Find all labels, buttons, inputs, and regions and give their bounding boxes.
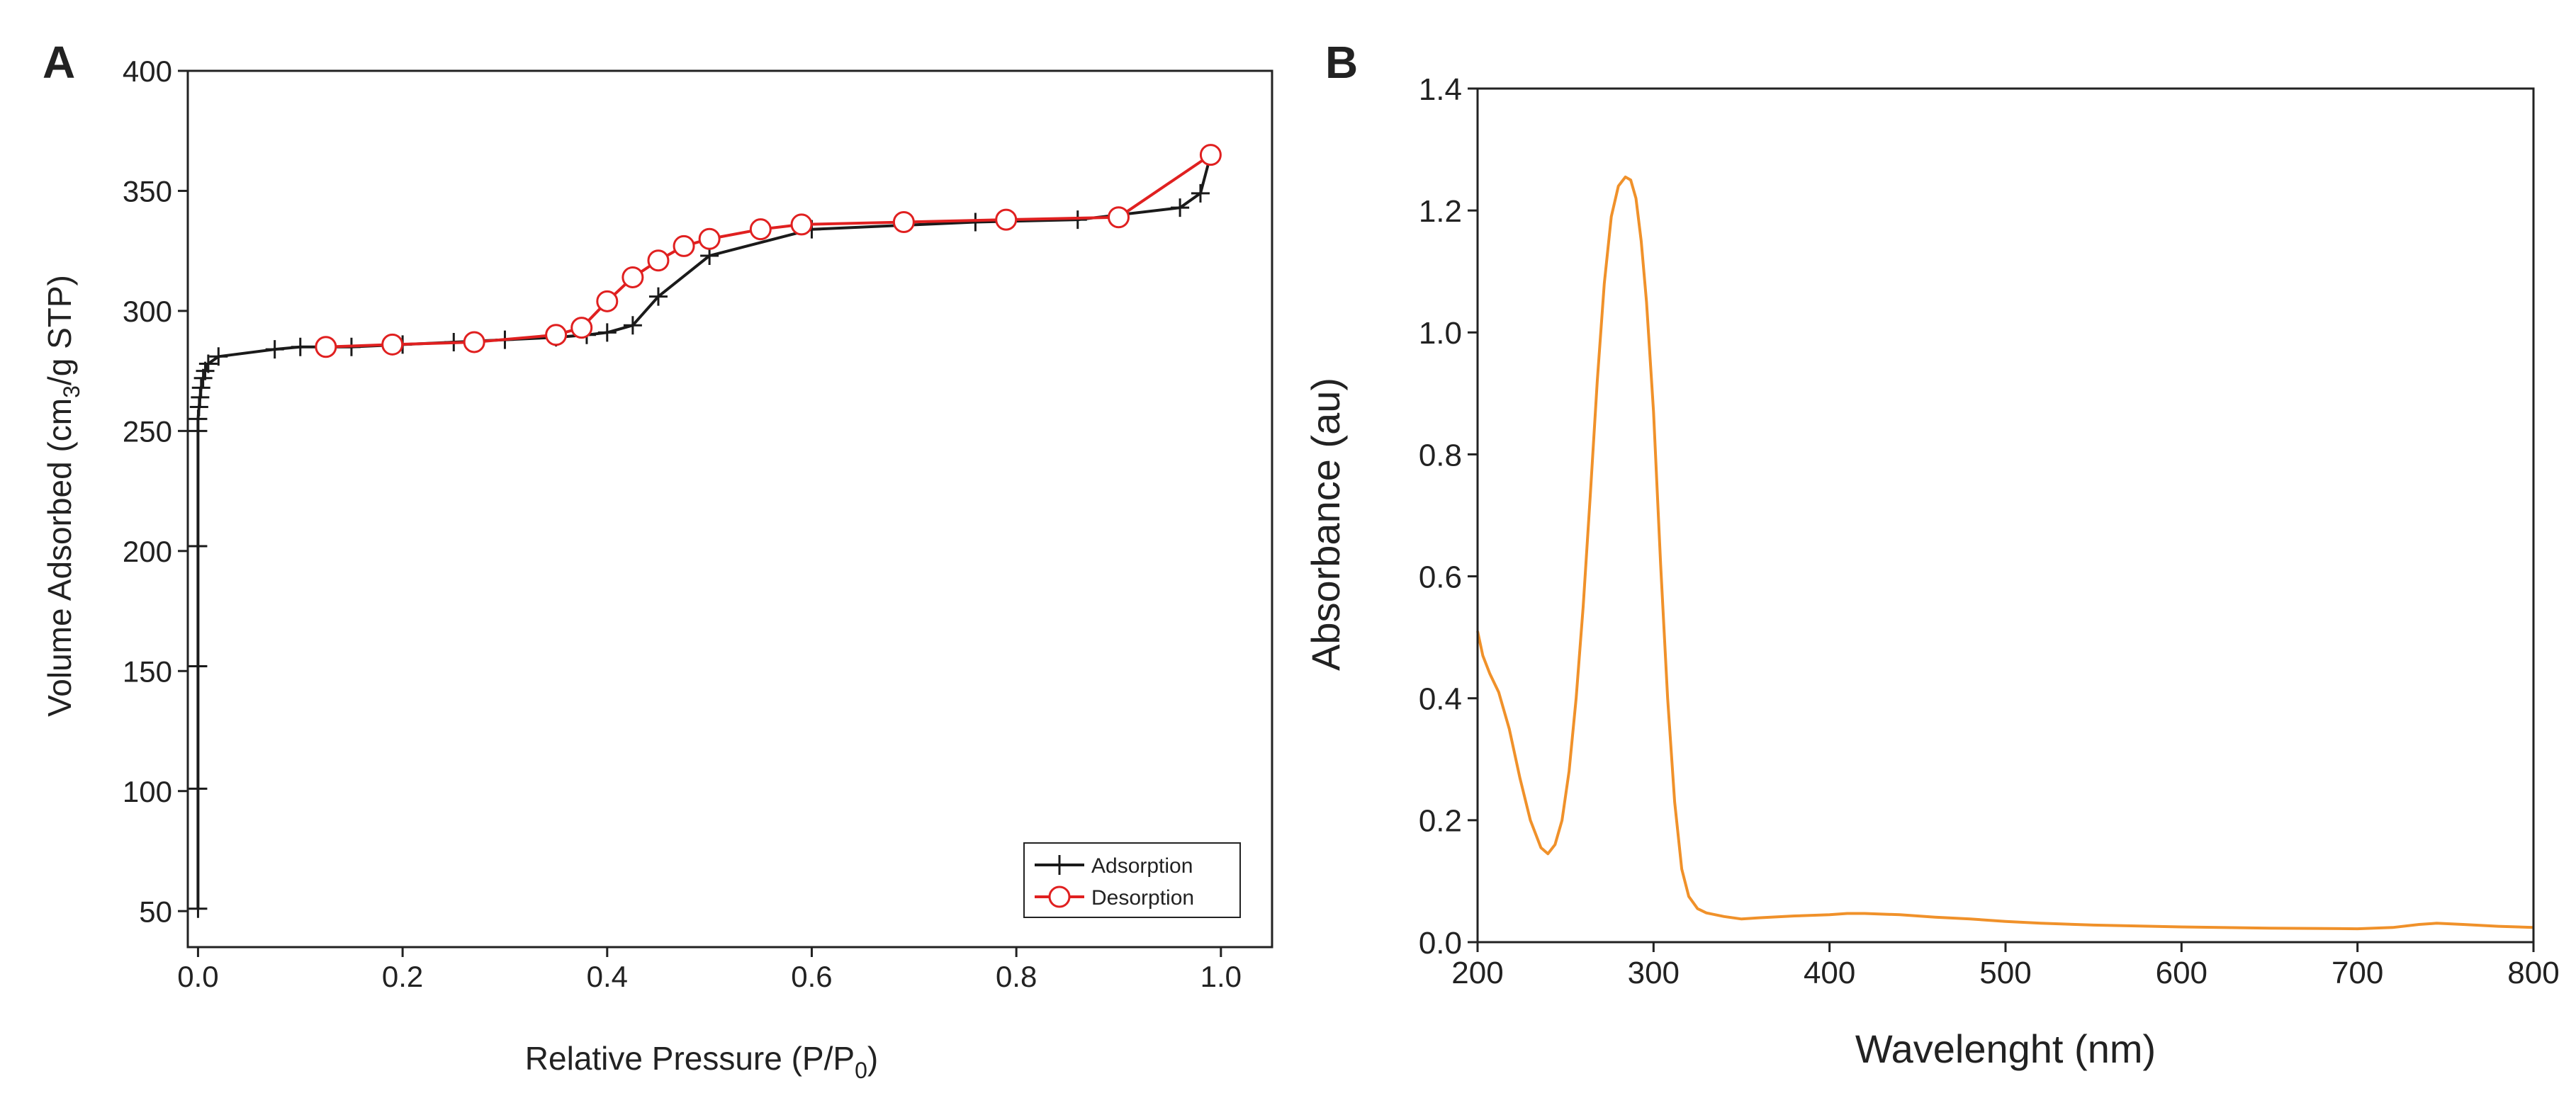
desorption-data-point bbox=[647, 249, 670, 272]
adsorption-series-line bbox=[196, 154, 1213, 909]
y-tick-label: 250 bbox=[123, 414, 172, 448]
x-tick-label: 200 bbox=[1451, 956, 1503, 990]
desorption-data-point bbox=[315, 336, 337, 358]
desorption-data-point bbox=[545, 324, 568, 346]
legend-desorption-label: Desorption bbox=[1091, 886, 1194, 910]
panel-b-series bbox=[1476, 175, 2534, 931]
y-tick-label: 1.4 bbox=[1419, 72, 1462, 107]
adsorption-data-point bbox=[1171, 198, 1190, 217]
adsorption-data-point bbox=[648, 287, 668, 306]
y-tick-label: 0.2 bbox=[1419, 804, 1462, 839]
legend-item-adsorption: Adsorption bbox=[1035, 854, 1193, 878]
y-tick-label: 0.6 bbox=[1419, 560, 1462, 594]
panel-a-legend: Adsorption Desorption bbox=[1023, 842, 1241, 918]
legend-desorption-circle-marker bbox=[1048, 885, 1071, 908]
x-tick-label: 800 bbox=[2507, 956, 2559, 990]
y-tick-label: 0.4 bbox=[1419, 682, 1462, 717]
desorption-data-point bbox=[596, 290, 619, 312]
desorption-data-point bbox=[570, 317, 593, 339]
panel-b-x-axis: 200 300 400 500 600 700 800 bbox=[1451, 942, 2560, 990]
panel-a-y-axis: 50 100 150 200 250 300 350 400 bbox=[123, 55, 188, 928]
desorption-data-point bbox=[1107, 206, 1130, 229]
x-tick-label: 300 bbox=[1628, 956, 1680, 990]
y-tick-label: 400 bbox=[123, 55, 172, 88]
desorption-data-point bbox=[621, 266, 644, 288]
panel-b-y-axis: 0.0 0.2 0.4 0.6 0.8 1.0 1.2 1.4 bbox=[1419, 72, 1478, 961]
panel-a-x-axis-title: Relative Pressure (P/P0) bbox=[525, 1040, 878, 1083]
adsorption-data-point bbox=[198, 354, 218, 373]
desorption-series-line bbox=[325, 153, 1212, 349]
panel-a-y-axis-title: Volume Adsorbed (cm3/g STP) bbox=[41, 275, 84, 717]
panel-a-series bbox=[189, 144, 1222, 918]
legend-item-desorption: Desorption bbox=[1035, 885, 1194, 910]
y-tick-label: 1.2 bbox=[1419, 194, 1462, 229]
panel-a-plot-frame bbox=[186, 69, 1273, 949]
x-tick-label: 600 bbox=[2156, 956, 2207, 990]
adsorption-data-point bbox=[1191, 183, 1210, 203]
x-tick-label: 0.0 bbox=[177, 960, 218, 993]
panel-a-letter: A bbox=[43, 37, 75, 88]
adsorption-data-point bbox=[291, 337, 310, 356]
x-tick-label: 700 bbox=[2332, 956, 2383, 990]
desorption-data-point bbox=[673, 234, 695, 257]
y-tick-label: 350 bbox=[123, 175, 172, 208]
y-tick-label: 150 bbox=[123, 655, 172, 688]
y-tick-label: 300 bbox=[123, 295, 172, 328]
desorption-data-point bbox=[1199, 144, 1222, 166]
adsorption-data-point bbox=[623, 316, 642, 335]
panel-b-x-axis-title: Wavelenght (nm) bbox=[1855, 1026, 2156, 1071]
adsorption-data-point bbox=[191, 378, 210, 397]
x-tick-label: 1.0 bbox=[1200, 960, 1242, 993]
x-tick-label: 0.2 bbox=[382, 960, 423, 993]
x-tick-label: 0.6 bbox=[791, 960, 832, 993]
adsorption-data-point bbox=[265, 340, 284, 359]
adsorption-data-point bbox=[193, 368, 213, 387]
adsorption-data-point bbox=[189, 657, 208, 676]
desorption-data-point bbox=[381, 333, 404, 356]
y-tick-label: 0.8 bbox=[1419, 438, 1462, 472]
y-tick-label: 100 bbox=[123, 775, 172, 808]
panel-b-uv-vis-spectrum: B 200 300 400 500 600 700 800 0.0 0.2 0.4 0.6 0.8 1… bbox=[1303, 37, 2560, 1071]
legend-adsorption-label: Adsorption bbox=[1091, 854, 1193, 878]
x-tick-label: 500 bbox=[1979, 956, 2031, 990]
y-tick-label: 1.0 bbox=[1419, 316, 1462, 351]
panel-a-x-axis: 0.0 0.2 0.4 0.6 0.8 1.0 bbox=[177, 947, 1242, 993]
x-tick-label: 0.4 bbox=[587, 960, 628, 993]
desorption-data-point bbox=[790, 213, 813, 236]
adsorption-data-point bbox=[966, 213, 985, 232]
adsorption-data-point bbox=[196, 361, 215, 380]
desorption-data-point bbox=[892, 211, 915, 234]
x-tick-label: 0.8 bbox=[996, 960, 1037, 993]
panel-b-plot-frame bbox=[1476, 87, 2535, 944]
adsorption-data-point bbox=[597, 323, 617, 342]
adsorption-data-point bbox=[189, 899, 208, 918]
y-tick-label: 200 bbox=[123, 535, 172, 568]
x-tick-label: 400 bbox=[1804, 956, 1855, 990]
legend-adsorption-plus-marker bbox=[1050, 855, 1069, 875]
panel-b-y-axis-title: Absorbance (au) bbox=[1303, 378, 1348, 671]
adsorption-data-point bbox=[209, 347, 228, 366]
panel-b-letter: B bbox=[1325, 37, 1358, 88]
desorption-data-point bbox=[995, 208, 1018, 231]
desorption-data-point bbox=[463, 331, 485, 353]
adsorption-data-point bbox=[189, 779, 208, 798]
adsorption-data-point bbox=[189, 537, 208, 556]
panel-a-adsorption-isotherm: A 0.0 0.2 0.4 0.6 0.8 1.0 50 100 150 200 250 300 35… bbox=[41, 37, 1273, 1083]
y-tick-label: 50 bbox=[139, 895, 172, 928]
desorption-data-point bbox=[749, 218, 772, 241]
absorbance-series-line bbox=[1476, 175, 2534, 931]
desorption-data-point bbox=[698, 227, 721, 250]
y-tick-label: 0.0 bbox=[1419, 926, 1462, 961]
